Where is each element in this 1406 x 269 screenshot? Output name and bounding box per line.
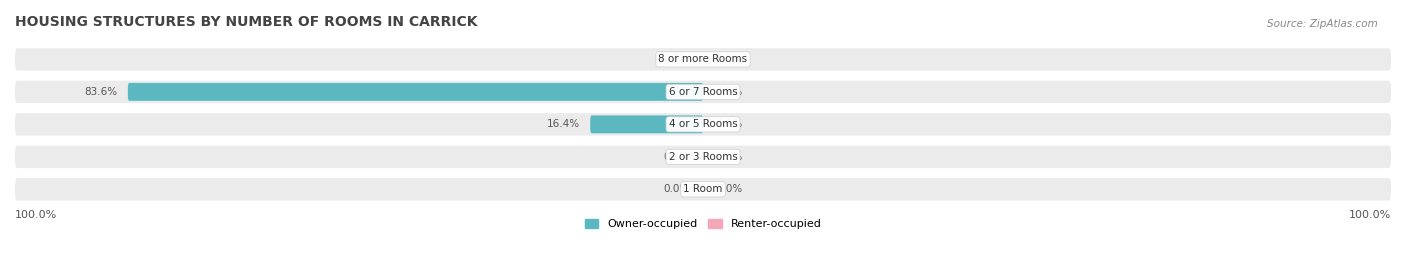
Text: 100.0%: 100.0% (1348, 210, 1391, 221)
Text: 0.0%: 0.0% (717, 87, 742, 97)
Text: 4 or 5 Rooms: 4 or 5 Rooms (669, 119, 737, 129)
Text: 1 Room: 1 Room (683, 184, 723, 194)
Text: HOUSING STRUCTURES BY NUMBER OF ROOMS IN CARRICK: HOUSING STRUCTURES BY NUMBER OF ROOMS IN… (15, 15, 478, 29)
Text: 100.0%: 100.0% (15, 210, 58, 221)
Text: 83.6%: 83.6% (84, 87, 118, 97)
Text: 16.4%: 16.4% (547, 119, 579, 129)
FancyBboxPatch shape (15, 146, 1391, 168)
FancyBboxPatch shape (15, 48, 1391, 70)
Text: 0.0%: 0.0% (664, 54, 689, 64)
FancyBboxPatch shape (15, 178, 1391, 200)
Text: 0.0%: 0.0% (664, 184, 689, 194)
Text: 0.0%: 0.0% (717, 54, 742, 64)
Text: 2 or 3 Rooms: 2 or 3 Rooms (669, 152, 737, 162)
FancyBboxPatch shape (15, 113, 1391, 136)
Text: Source: ZipAtlas.com: Source: ZipAtlas.com (1267, 19, 1378, 29)
Text: 6 or 7 Rooms: 6 or 7 Rooms (669, 87, 737, 97)
FancyBboxPatch shape (15, 81, 1391, 103)
Text: 8 or more Rooms: 8 or more Rooms (658, 54, 748, 64)
FancyBboxPatch shape (591, 115, 703, 133)
Text: 0.0%: 0.0% (664, 152, 689, 162)
FancyBboxPatch shape (128, 83, 703, 101)
Text: 0.0%: 0.0% (717, 119, 742, 129)
Legend: Owner-occupied, Renter-occupied: Owner-occupied, Renter-occupied (581, 215, 825, 234)
Text: 0.0%: 0.0% (717, 184, 742, 194)
Text: 0.0%: 0.0% (717, 152, 742, 162)
